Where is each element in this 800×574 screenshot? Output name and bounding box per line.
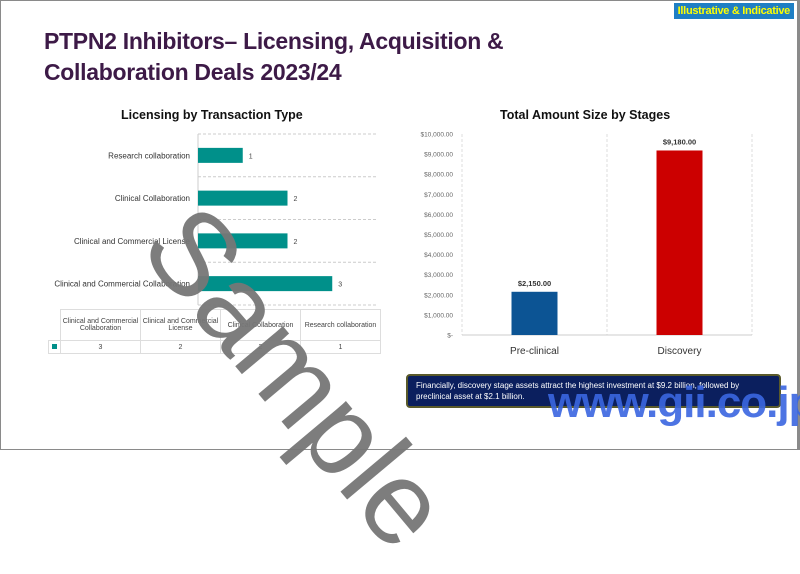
illustrative-badge: Illustrative & Indicative	[673, 3, 794, 19]
category-label: Clinical and Commercial License	[74, 237, 191, 246]
data-label: 1	[249, 153, 253, 160]
y-tick-label: $4,000.00	[424, 252, 453, 259]
legend-key	[48, 340, 61, 354]
y-tick-label: $5,000.00	[424, 232, 453, 239]
y-tick-label: $-	[447, 333, 453, 340]
category-label: Discovery	[658, 346, 702, 357]
y-tick-label: $10,000.00	[420, 132, 453, 139]
y-tick-label: $1,000.00	[424, 312, 453, 319]
table-value: 2	[220, 340, 301, 354]
right-chart-title: Total Amount Size by Stages	[500, 108, 671, 122]
data-label: $2,150.00	[518, 279, 551, 288]
bar	[198, 233, 288, 249]
table-value: 2	[140, 340, 221, 354]
table-value: 1	[300, 340, 381, 354]
bar	[198, 276, 333, 292]
y-tick-label: $8,000.00	[424, 172, 453, 179]
table-header: Clinical and Commercial License	[140, 309, 221, 341]
title-line-2: Collaboration Deals 2023/24	[44, 59, 342, 85]
data-label: 2	[294, 196, 298, 203]
data-label: 2	[294, 239, 298, 246]
category-label: Clinical Collaboration	[115, 194, 190, 203]
table-header: Clinical and Commercial Collaboration	[60, 309, 141, 341]
page-title: PTPN2 Inhibitors– Licensing, Acquisition…	[44, 26, 504, 88]
table-header: Clinical Collaboration	[220, 309, 301, 341]
bar	[198, 147, 243, 163]
category-label: Pre-clinical	[510, 346, 559, 357]
data-table: Clinical and Commercial Collaboration Cl…	[48, 309, 381, 354]
y-tick-label: $7,000.00	[424, 192, 453, 199]
summary-note: Financially, discovery stage assets attr…	[406, 374, 781, 408]
bar	[511, 291, 558, 335]
y-tick-label: $2,000.00	[424, 292, 453, 299]
table-header: Research collaboration	[300, 309, 381, 341]
left-chart-title: Licensing by Transaction Type	[121, 108, 303, 122]
category-label: Clinical and Commercial Collaboration	[54, 280, 190, 289]
data-label: 3	[338, 282, 342, 289]
bar	[656, 150, 703, 335]
category-label: Research collaboration	[108, 151, 190, 160]
table-value: 3	[60, 340, 141, 354]
data-label: $9,180.00	[663, 137, 696, 146]
y-tick-label: $3,000.00	[424, 272, 453, 279]
y-tick-label: $9,000.00	[424, 152, 453, 159]
title-line-1: PTPN2 Inhibitors– Licensing, Acquisition…	[44, 28, 504, 54]
y-tick-label: $6,000.00	[424, 212, 453, 219]
bar	[198, 190, 288, 206]
